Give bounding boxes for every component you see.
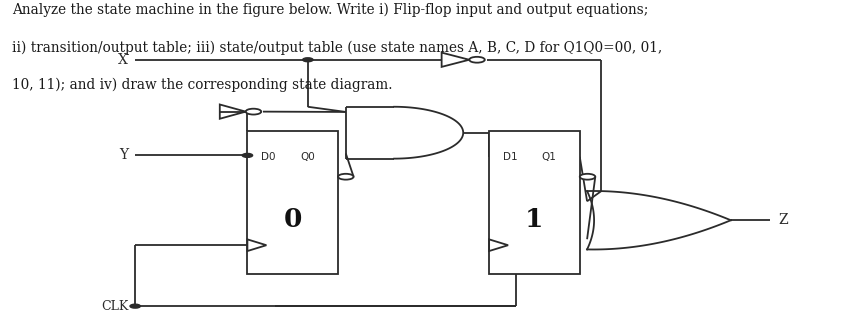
Text: 10, 11); and iv) draw the corresponding state diagram.: 10, 11); and iv) draw the corresponding … [12, 77, 392, 92]
Text: D1: D1 [502, 152, 517, 162]
FancyBboxPatch shape [489, 131, 579, 274]
Text: Q1: Q1 [541, 152, 557, 162]
Text: Q0: Q0 [300, 152, 314, 162]
Text: Z: Z [779, 213, 788, 227]
Text: D0: D0 [261, 152, 275, 162]
Circle shape [579, 174, 595, 180]
Text: Analyze the state machine in the figure below. Write i) Flip-flop input and outp: Analyze the state machine in the figure … [12, 3, 648, 17]
Text: 1: 1 [526, 207, 544, 232]
Circle shape [338, 174, 353, 180]
Text: X: X [119, 53, 128, 67]
Circle shape [302, 58, 313, 62]
Text: Y: Y [120, 148, 128, 163]
Text: ii) transition/output table; iii) state/output table (use state names A, B, C, D: ii) transition/output table; iii) state/… [12, 40, 662, 55]
Circle shape [130, 304, 140, 308]
Circle shape [242, 153, 253, 157]
FancyBboxPatch shape [248, 131, 338, 274]
Circle shape [469, 57, 485, 63]
Text: 0: 0 [283, 207, 302, 232]
Text: CLK: CLK [101, 300, 128, 313]
Circle shape [246, 109, 262, 114]
